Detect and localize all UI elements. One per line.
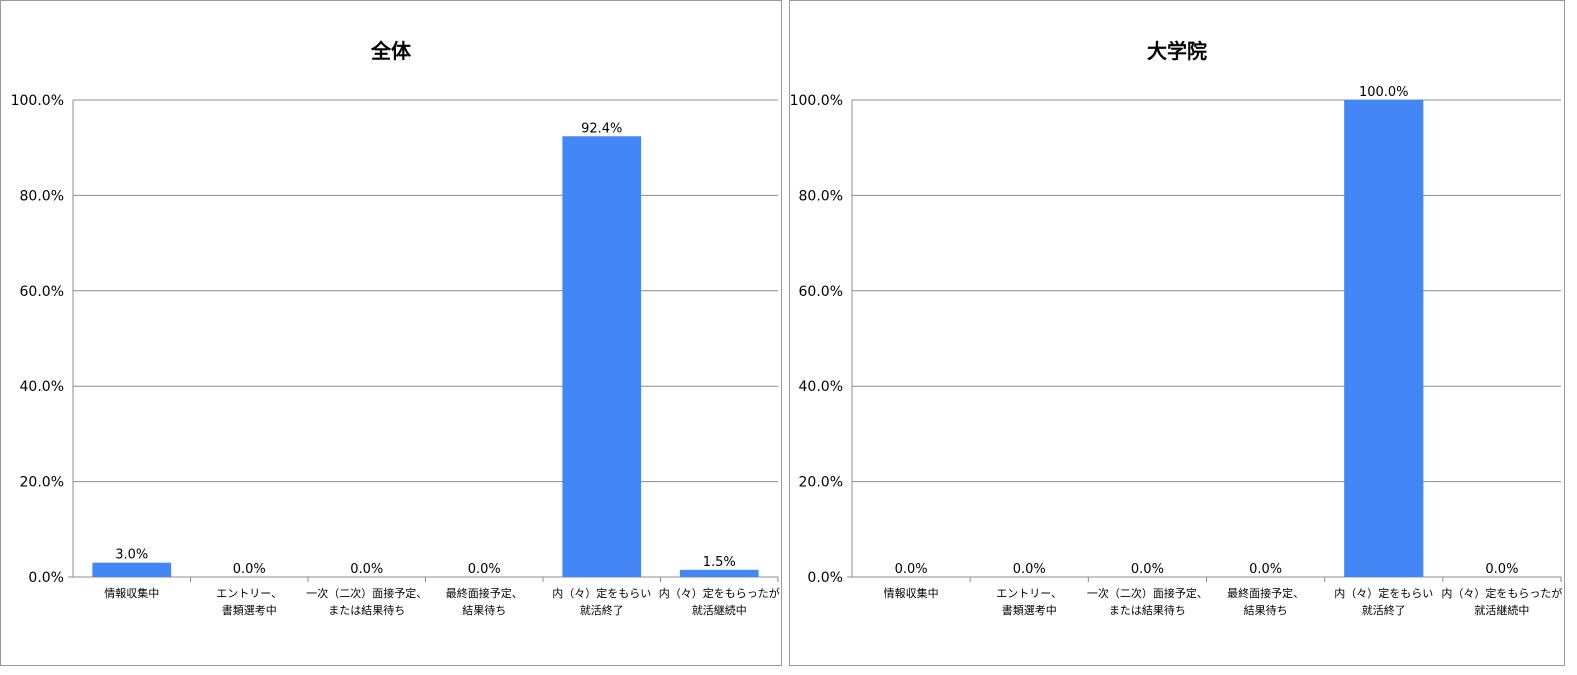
y-tick-label: 40.0% <box>799 379 843 395</box>
x-category-label: 内（々）定をもらい <box>552 586 651 600</box>
y-tick-label: 20.0% <box>799 475 843 491</box>
y-tick-label: 80.0% <box>20 188 64 204</box>
chart-plot: 0.0% 20.0% 40.0% 60.0% 80.0% 100.0% 3.0% 情報収集中 0… <box>11 93 780 617</box>
chart-title: 大学院 <box>1147 39 1207 63</box>
data-label: 0.0% <box>1249 562 1282 577</box>
y-tick-label: 0.0% <box>807 570 843 586</box>
data-label: 0.0% <box>1013 562 1046 577</box>
data-label: 0.0% <box>1131 562 1164 577</box>
chart-plot: 0.0% 20.0% 40.0% 60.0% 80.0% 100.0% 0.0% 情報収集中 0… <box>790 85 1562 617</box>
data-label: 3.0% <box>115 548 148 563</box>
x-category-label: エントリー、 <box>216 587 282 600</box>
y-tick-label: 40.0% <box>20 379 64 395</box>
y-tick-label: 20.0% <box>20 475 64 491</box>
bar <box>679 569 759 577</box>
x-category-label: 就活継続中 <box>1474 603 1529 617</box>
chart-title: 全体 <box>371 39 411 63</box>
data-label: 100.0% <box>1359 85 1409 100</box>
data-label: 0.0% <box>1485 562 1518 577</box>
data-label: 0.0% <box>468 562 501 577</box>
x-category-label: エントリー、 <box>996 587 1062 600</box>
chart-panel-overall: 全体 0.0% 20.0% 40.0% 60.0% 80.0% 100.0% 3.0% 情報収… <box>0 0 782 666</box>
x-category-label: または結果待ち <box>328 603 405 617</box>
x-category-label: 内（々）定をもらい <box>1334 586 1433 600</box>
data-label: 0.0% <box>895 562 928 577</box>
bar <box>92 562 172 577</box>
x-category-label: 就活継続中 <box>692 603 747 617</box>
x-category-label: 書類選考中 <box>1002 603 1057 617</box>
x-category-label: 一次（二次）面接予定、 <box>306 586 427 600</box>
chart-panel-graduate: 大学院 0.0% 20.0% 40.0% 60.0% 80.0% 100.0% 0.0% 情報… <box>789 0 1565 666</box>
x-category-label: 書類選考中 <box>222 603 277 617</box>
x-category-label: 結果待ち <box>462 603 506 617</box>
bar <box>562 136 642 577</box>
x-category-label: 就活終了 <box>1362 603 1406 617</box>
data-label: 0.0% <box>233 562 266 577</box>
x-category-label: 結果待ち <box>1244 603 1288 617</box>
y-tick-label: 100.0% <box>11 93 64 109</box>
x-category-label: 就活終了 <box>580 603 624 617</box>
data-label: 92.4% <box>581 121 622 136</box>
data-label: 1.5% <box>703 555 736 570</box>
y-tick-label: 80.0% <box>799 188 843 204</box>
x-category-label: 最終面接予定、 <box>446 586 523 600</box>
y-tick-label: 0.0% <box>28 570 64 586</box>
x-category-label: 情報収集中 <box>884 586 939 600</box>
y-tick-label: 100.0% <box>790 93 843 109</box>
x-category-label: 一次（二次）面接予定、 <box>1087 586 1208 600</box>
x-category-label: または結果待ち <box>1109 603 1186 617</box>
x-category-label: 情報収集中 <box>104 586 159 600</box>
y-tick-label: 60.0% <box>20 284 64 300</box>
data-label: 0.0% <box>350 562 383 577</box>
x-category-label: 内（々）定をもらったが <box>1441 586 1562 600</box>
x-category-label: 内（々）定をもらったが <box>659 586 780 600</box>
bar <box>1344 100 1424 577</box>
y-tick-label: 60.0% <box>799 284 843 300</box>
x-category-label: 最終面接予定、 <box>1227 586 1304 600</box>
